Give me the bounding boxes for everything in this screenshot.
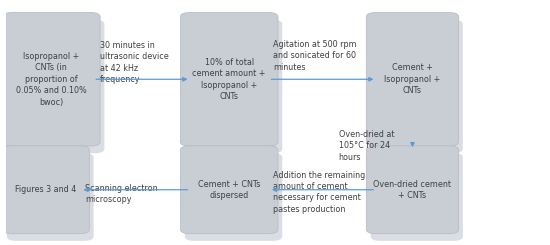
FancyBboxPatch shape [185,153,282,241]
Text: Oven-dried at
105°C for 24
hours: Oven-dried at 105°C for 24 hours [339,130,394,162]
FancyBboxPatch shape [185,20,282,153]
Text: Cement + CNTs
dispersed: Cement + CNTs dispersed [198,180,260,200]
FancyBboxPatch shape [371,20,463,153]
FancyBboxPatch shape [366,146,459,234]
FancyBboxPatch shape [180,12,278,146]
FancyBboxPatch shape [3,146,89,234]
Text: 10% of total
cement amount +
Isopropanol +
CNTs: 10% of total cement amount + Isopropanol… [192,58,266,101]
FancyBboxPatch shape [3,12,100,146]
Text: Cement +
Isopropanol +
CNTs: Cement + Isopropanol + CNTs [384,63,441,95]
Text: Agitation at 500 rpm
and sonicated for 60
minutes: Agitation at 500 rpm and sonicated for 6… [273,40,356,72]
FancyBboxPatch shape [7,20,104,153]
Text: Addition the remaining
amount of cement
necessary for cement
pastes production: Addition the remaining amount of cement … [273,171,365,214]
FancyBboxPatch shape [7,153,94,241]
Text: Figures 3 and 4: Figures 3 and 4 [15,185,76,194]
Text: Scanning electron
microscopy: Scanning electron microscopy [85,184,158,204]
FancyBboxPatch shape [180,146,278,234]
Text: Oven-dried cement
+ CNTs: Oven-dried cement + CNTs [373,180,452,200]
FancyBboxPatch shape [371,153,463,241]
FancyBboxPatch shape [366,12,459,146]
Text: 30 minutes in
ultrasonic device
at 42 kHz
frequency: 30 minutes in ultrasonic device at 42 kH… [100,41,168,84]
Text: Isopropanol +
CNTs (in
proportion of
0.05% and 0.10%
bwoc): Isopropanol + CNTs (in proportion of 0.0… [16,52,87,107]
